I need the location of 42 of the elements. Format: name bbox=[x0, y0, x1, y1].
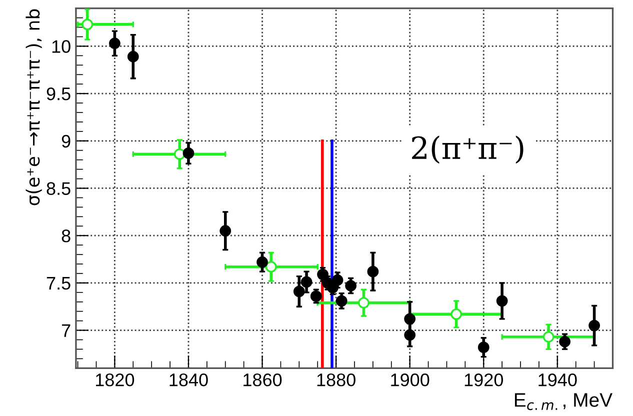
point bbox=[174, 148, 186, 160]
point bbox=[404, 329, 416, 341]
point bbox=[317, 268, 328, 280]
point bbox=[358, 297, 370, 309]
point bbox=[450, 308, 462, 320]
x-axis-title: E$_{c.m.}$, MeV bbox=[514, 393, 612, 410]
point bbox=[542, 331, 554, 343]
point bbox=[336, 295, 348, 307]
x-tick-label: 1900 bbox=[391, 374, 430, 386]
point bbox=[300, 276, 312, 288]
point bbox=[127, 50, 139, 62]
point bbox=[345, 280, 357, 292]
x-tick-label: 1940 bbox=[538, 374, 577, 386]
x-tick-label: 1880 bbox=[317, 374, 356, 386]
point bbox=[496, 295, 508, 307]
point bbox=[367, 266, 379, 278]
x-tick-label: 1840 bbox=[170, 374, 208, 386]
y-tick-label: 8 bbox=[62, 230, 70, 242]
point bbox=[220, 225, 232, 237]
x-tick-label: 1920 bbox=[464, 374, 503, 386]
y-tick-label: 10 bbox=[52, 40, 70, 53]
point bbox=[256, 256, 268, 268]
y-tick-label: 9.5 bbox=[46, 87, 70, 100]
y-tick-label: 9 bbox=[62, 134, 70, 148]
annotation: 2(π⁺π⁻) bbox=[412, 136, 524, 164]
y-tick-label: 7.5 bbox=[46, 277, 70, 290]
y-tick-label: 8.5 bbox=[46, 182, 70, 195]
x-tick-label: 1860 bbox=[244, 374, 282, 386]
y-tick-label: 7 bbox=[62, 324, 70, 337]
point bbox=[478, 342, 490, 354]
x-tick-label: 1820 bbox=[96, 374, 134, 386]
y-axis-title: σ(e⁺e⁻→π⁺π⁻π⁺π⁻), nb bbox=[26, 9, 42, 206]
point bbox=[293, 286, 305, 298]
point bbox=[310, 290, 322, 302]
point bbox=[588, 320, 600, 332]
point bbox=[182, 148, 194, 159]
point bbox=[332, 274, 344, 286]
point bbox=[82, 18, 94, 30]
point bbox=[404, 313, 416, 325]
point bbox=[559, 336, 570, 348]
point bbox=[265, 261, 277, 273]
point bbox=[109, 38, 120, 50]
